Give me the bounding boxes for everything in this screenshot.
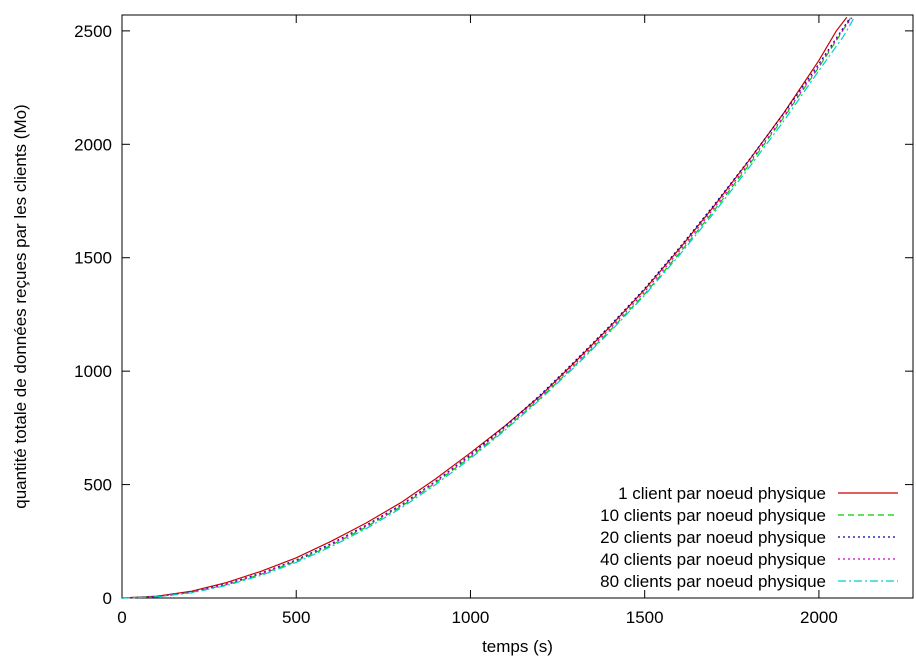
series-group — [121, 16, 855, 599]
series-line-0 — [121, 16, 848, 599]
legend-label-4: 80 clients par noeud physique — [600, 572, 826, 591]
y-tick-label-2: 1000 — [74, 362, 112, 381]
series-line-4 — [121, 18, 855, 599]
y-tick-label-5: 2500 — [74, 22, 112, 41]
y-tick-label-4: 2000 — [74, 135, 112, 154]
legend-label-2: 20 clients par noeud physique — [600, 528, 826, 547]
x-tick-label-1: 500 — [282, 608, 310, 627]
legend-label-0: 1 client par noeud physique — [618, 484, 826, 503]
series-line-2 — [121, 16, 851, 599]
legend-label-1: 10 clients par noeud physique — [600, 506, 826, 525]
y-tick-label-3: 1500 — [74, 249, 112, 268]
plot-frame — [121, 14, 914, 599]
y-axis-title: quantité totale de données reçues par le… — [11, 104, 30, 508]
y-tick-label-0: 0 — [103, 589, 112, 608]
tick-group: 0 500 1000 1500 2000 0 500 1000 1500 2000 2500 — [74, 15, 913, 627]
y-tick-label-1: 500 — [84, 476, 112, 495]
x-tick-label-0: 0 — [117, 608, 126, 627]
x-tick-label-4: 2000 — [800, 608, 838, 627]
x-tick-label-2: 1000 — [452, 608, 490, 627]
x-tick-label-3: 1500 — [626, 608, 664, 627]
legend-label-3: 40 clients par noeud physique — [600, 550, 826, 569]
x-axis-title: temps (s) — [482, 637, 553, 656]
legend: 1 client par noeud physique 10 clients pa… — [600, 484, 898, 591]
